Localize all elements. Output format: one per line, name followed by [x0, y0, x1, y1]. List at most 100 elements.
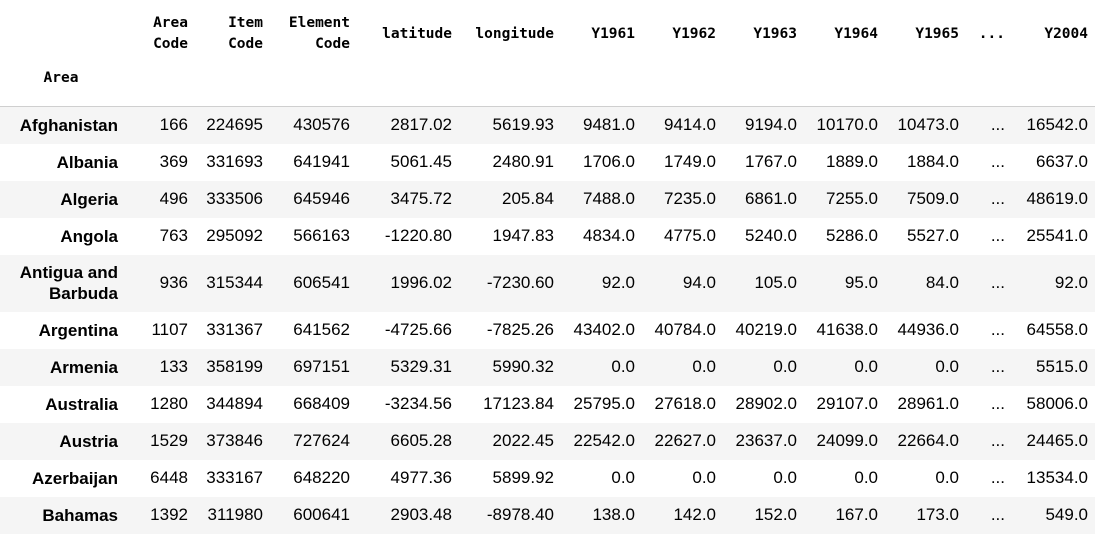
table-cell: 0.0 [854, 357, 878, 376]
table-cell: 0.0 [773, 468, 797, 487]
table-cell: 333167 [206, 468, 263, 487]
table-cell: 28902.0 [735, 394, 797, 413]
index-row-blank [357, 64, 459, 107]
table-cell: -1220.80 [384, 226, 452, 245]
column-header: Y2004 [1012, 0, 1095, 64]
table-cell: 0.0 [773, 357, 797, 376]
table-cell: 600641 [293, 505, 350, 524]
column-header: latitude [357, 0, 459, 64]
table-cell: 6637.0 [1036, 152, 1088, 171]
table-cell: 4977.36 [390, 468, 452, 487]
column-header-line: Y1961 [591, 25, 635, 42]
column-header: Item Code [195, 0, 270, 64]
table-cell: 763 [159, 226, 188, 245]
index-row-blank [459, 64, 561, 107]
table-cell: 645946 [293, 189, 350, 208]
table-cell: 5240.0 [745, 226, 797, 245]
table-cell: 6448 [150, 468, 188, 487]
table-cell: 41638.0 [816, 320, 878, 339]
table-cell: ... [990, 152, 1005, 171]
table-cell: 333506 [206, 189, 263, 208]
table-row: Bahamas 1392 311980 600641 2903.48 -8978.40 13… [0, 496, 1095, 534]
table-cell: 0.0 [611, 468, 635, 487]
table-cell: 138.0 [592, 505, 635, 524]
table-cell: 5061.45 [390, 152, 452, 171]
table-cell: 25795.0 [573, 394, 635, 413]
column-header: longitude [459, 0, 561, 64]
table-cell: 152.0 [754, 505, 797, 524]
column-header-line: Code [228, 36, 263, 52]
table-cell: 315344 [206, 273, 263, 292]
table-cell: 1767.0 [745, 152, 797, 171]
row-label: Angola [0, 218, 125, 255]
index-row-blank [270, 64, 357, 107]
table-cell: 6861.0 [745, 189, 797, 208]
table-cell: ... [990, 357, 1005, 376]
table-cell: 7488.0 [583, 189, 635, 208]
table-cell: 94.0 [682, 273, 716, 292]
table-cell: 205.84 [502, 189, 554, 208]
table-cell: 17123.84 [483, 394, 554, 413]
table-cell: 2817.02 [390, 115, 452, 135]
table-cell: 5527.0 [907, 226, 959, 245]
table-cell: 7509.0 [907, 189, 959, 208]
table-row: Austria 1529 373846 727624 6605.28 2022.45 225… [0, 422, 1095, 460]
index-row-blank [966, 64, 1012, 107]
table-cell: 10473.0 [897, 115, 959, 135]
table-row: Algeria 496 333506 645946 3475.72 205.84 7488.… [0, 180, 1095, 218]
table-cell: 0.0 [611, 357, 635, 376]
table-cell: 697151 [293, 357, 350, 376]
column-header-line: ... [978, 25, 1005, 42]
table-cell: 24099.0 [816, 431, 878, 450]
table-cell: 373846 [206, 431, 263, 450]
table-cell: 641941 [293, 152, 350, 171]
table-row: Argentina 1107 331367 641562 -4725.66 -7825.2… [0, 311, 1095, 349]
column-header-line: Element [288, 15, 350, 31]
table-cell: 1884.0 [907, 152, 959, 171]
table-cell: 64558.0 [1026, 320, 1088, 339]
row-label-line: Australia [45, 394, 118, 414]
column-header: ... [966, 0, 1012, 64]
column-header: Y1964 [804, 0, 885, 64]
column-header-row: Area Code Item Code Element Code latitude longi… [0, 0, 1095, 64]
row-label-line: Albania [56, 152, 118, 172]
table-cell: 166 [159, 115, 188, 135]
index-name: Area [0, 64, 125, 107]
row-label: Argentina [0, 312, 125, 349]
table-cell: 1947.83 [492, 226, 554, 245]
column-header-line: Y1964 [834, 25, 878, 42]
row-label-line: Bahamas [42, 505, 118, 525]
row-label: Bahamas [0, 497, 125, 534]
table-cell: 40219.0 [735, 320, 797, 339]
table-cell: 1392 [150, 505, 188, 524]
table-row: Australia 1280 344894 668409 -3234.56 17123.8… [0, 385, 1095, 423]
table-cell: 22542.0 [573, 431, 635, 450]
row-label: Algeria [0, 181, 125, 218]
table-cell: 9194.0 [745, 115, 797, 135]
table-cell: 648220 [293, 468, 350, 487]
table-cell: 0.0 [935, 357, 959, 376]
column-header: Y1963 [723, 0, 804, 64]
table-cell: 1889.0 [826, 152, 878, 171]
table-row: Armenia 133 358199 697151 5329.31 5990.32 0.0 0… [0, 348, 1095, 386]
row-label: Afghanistan [0, 107, 125, 144]
column-header: Y1962 [642, 0, 723, 64]
table-cell: 27618.0 [654, 394, 716, 413]
table-cell: 92.0 [1054, 273, 1088, 292]
index-name-row: Area [0, 64, 1095, 107]
table-cell: 5899.92 [492, 468, 554, 487]
table-cell: ... [990, 226, 1005, 245]
corner-cell [0, 0, 125, 64]
table-cell: -7825.26 [486, 320, 554, 339]
row-label-line: Barbuda [49, 284, 118, 303]
table-header: Area Code Item Code Element Code latitude longi… [0, 0, 1095, 107]
table-cell: 105.0 [754, 273, 797, 292]
table-cell: ... [990, 189, 1005, 208]
row-label-line: Austria [59, 431, 118, 451]
table-cell: 133 [159, 357, 188, 376]
table-cell: 311980 [207, 505, 263, 524]
table-cell: -4725.66 [384, 320, 452, 339]
table-cell: 2022.45 [492, 431, 554, 450]
table-cell: 1706.0 [583, 152, 635, 171]
table-cell: ... [990, 505, 1005, 524]
